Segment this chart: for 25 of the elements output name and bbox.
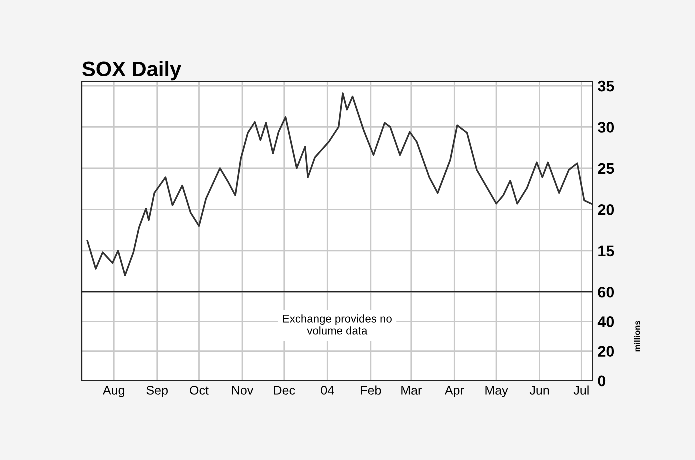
x-tick-label: Apr: [444, 386, 464, 398]
x-tick-label: Oct: [190, 386, 209, 395]
y-tick-label: 25: [598, 163, 614, 174]
x-tick-label: Sep: [146, 386, 168, 398]
y-tick-label: 20: [598, 204, 614, 216]
y-axis-title: millions: [634, 321, 640, 352]
y-tick-label: 60: [598, 286, 614, 298]
line-series: [86, 92, 592, 276]
x-tick-label: May: [486, 386, 508, 398]
x-tick-label: Jul: [574, 386, 589, 395]
y-tick-label: 35: [598, 80, 614, 92]
y-tick-label: 30: [598, 122, 614, 133]
annotation: Exchange provides no volume data: [283, 314, 392, 335]
x-tick-label: Dec: [274, 386, 296, 395]
y-tick-label: 20: [598, 346, 614, 357]
x-tick-label: Jun: [530, 386, 550, 395]
x-tick-label: 04: [321, 386, 334, 395]
x-tick-label: Feb: [361, 386, 382, 395]
y-tick-label: 0: [598, 376, 606, 387]
x-tick-label: Aug: [103, 386, 124, 398]
chart-title: SOX Daily: [82, 61, 182, 81]
x-tick-label: Mar: [402, 386, 422, 395]
x-tick-label: Nov: [232, 386, 254, 395]
y-tick-label: 40: [598, 316, 614, 328]
y-tick-label: 15: [598, 246, 614, 257]
